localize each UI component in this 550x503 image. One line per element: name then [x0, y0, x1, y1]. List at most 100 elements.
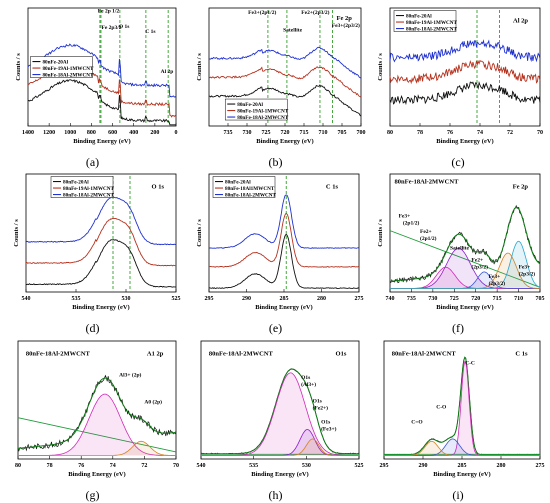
panel-h: 540 535 530 525 Binding Energy (eV) O1s 80nFe-…	[185, 335, 366, 490]
spectrum-series-3	[208, 194, 360, 249]
chart-f: 740 735 730 725 720 715 710 705 Binding Energy (…	[377, 173, 545, 311]
y-axis-label: Counts / s	[13, 219, 20, 247]
x-tick-label: 725	[450, 296, 459, 302]
x-tick-label: 800	[87, 130, 96, 136]
peak-annotation: Fe3+(2p1/2)	[248, 9, 276, 16]
sample-name: 80nFe-18Al-2MWCNT	[392, 350, 457, 357]
x-tick-label: 735	[407, 296, 416, 302]
panel-title: C 1s	[515, 350, 528, 357]
x-axis-label: Binding Energy (eV)	[433, 471, 490, 478]
fit-component-2	[18, 440, 176, 456]
peak-annotation: Fe3+	[399, 214, 411, 220]
y-axis-label: Counts / s	[377, 53, 384, 81]
panel-c: 80 78 76 74 72 70 Binding Energy (eV) Counts / …	[368, 2, 548, 157]
x-tick-label: 720	[471, 296, 480, 302]
spectrum-series-1	[389, 81, 541, 106]
plot-frame	[27, 7, 177, 127]
fit-component-5	[390, 240, 541, 289]
x-tick-label: 290	[419, 463, 428, 469]
spectrum-series-1	[209, 84, 362, 117]
x-tick-label: 710	[319, 130, 328, 136]
y-axis-label: Counts / s	[196, 53, 203, 81]
legend-box	[212, 176, 276, 198]
y-axis-label: Counts / s	[377, 219, 384, 247]
plot-frame	[389, 7, 541, 127]
panel-label-b: (b)	[268, 155, 283, 169]
spectrum-series-1	[25, 239, 177, 288]
panel-title: Fe 2p	[513, 183, 529, 190]
x-tick-label: 275	[355, 296, 364, 302]
fit-component-3	[201, 438, 359, 456]
spectrum-series-2	[25, 217, 177, 267]
peak-annotation: (Fe3+)	[321, 426, 337, 433]
x-axis-label: Binding Energy (eV)	[73, 138, 130, 145]
x-tick-label: 715	[493, 296, 502, 302]
x-axis-label: Binding Energy (eV)	[72, 304, 129, 311]
x-tick-label: 535	[249, 463, 258, 469]
legend-entry: 80nFe-18Al-2MWCNT	[225, 193, 277, 199]
plot-frame	[389, 173, 541, 293]
panel-title: O1s	[336, 350, 347, 357]
panel-f: 740 735 730 725 720 715 710 705 Binding Energy (…	[368, 168, 548, 323]
x-tick-label: 710	[514, 296, 523, 302]
legend: 80nFe-20Al80nFe-19Al-1MWCNT80nFe-18Al-2M…	[50, 176, 115, 199]
chart-d: 540 535 530 525 Binding Energy (eV) Counts / …	[13, 173, 181, 311]
peak-annotation: Fe2+	[420, 229, 432, 235]
peak-annotation: (2p3/2)	[471, 263, 488, 270]
x-axis-label: Binding Energy (eV)	[255, 304, 312, 311]
x-tick-label: 540	[22, 296, 31, 302]
fit-component-3	[384, 440, 540, 456]
x-axis-label: Binding Energy (eV)	[436, 304, 493, 311]
x-tick-label: 730	[428, 296, 437, 302]
peak-annotation: (Al3+)	[301, 381, 316, 388]
x-tick-label: 730	[243, 130, 252, 136]
legend-entry: 80nFe-20Al	[406, 14, 432, 20]
panel-d: 540 535 530 525 Binding Energy (eV) Counts / …	[2, 168, 183, 323]
legend-box	[393, 10, 457, 32]
peak-annotation: (2p3/2)	[489, 280, 506, 287]
x-tick-label: 530	[302, 463, 311, 469]
peak-annotation: Fe3+	[519, 264, 531, 270]
x-tick-label: 275	[536, 463, 545, 469]
legend-entry: 80nFe-18Al-2MWCNT	[237, 115, 289, 121]
fit-component-1	[201, 372, 359, 456]
peak-annotation: Satellite	[450, 246, 469, 252]
x-tick-label: 400	[129, 130, 138, 136]
legend: 80nFe-20Al80nFe-19Al-1MWCNT80nFe-18Al-2M…	[393, 10, 458, 33]
spectrum-series-2	[208, 66, 362, 98]
chart-a: 1400 1200 1000 800 600 400 200 0 Binding Energy …	[15, 7, 178, 145]
chart-b: 735 730 725 720 715 710 705 700 Binding Energy (…	[196, 7, 366, 145]
x-axis-label: Binding Energy (eV)	[68, 471, 125, 478]
peak-annotation: A0 (2p)	[144, 399, 162, 406]
legend-entry: 80nFe-18Al-2MWCNT	[63, 193, 115, 199]
x-tick-label: 525	[355, 463, 364, 469]
legend-entry: 80nFe-19Al-1MWCNT	[42, 66, 94, 72]
legend-entry: 80nFe-18Al-2MWCNT	[42, 73, 94, 79]
spectrum-series-3	[389, 39, 541, 63]
chart-g: 80 78 76 74 72 70 Binding Energy (eV) A1 2p 80nF…	[15, 340, 179, 478]
fit-envelope	[17, 377, 177, 449]
panel-a: 1400 1200 1000 800 600 400 200 0 Binding Energy …	[2, 2, 183, 157]
y-axis-label: Counts / s	[15, 53, 22, 81]
legend-entry: 80nFe-20Al	[225, 180, 251, 186]
panel-g: 80 78 76 74 72 70 Binding Energy (eV) A1 2p 80nF…	[2, 335, 183, 490]
x-tick-label: 530	[122, 296, 131, 302]
panel-label-g: (g)	[85, 488, 100, 502]
x-tick-label: 1000	[64, 130, 76, 136]
peak-annotation: Al 2p	[161, 69, 174, 75]
peak-annotation: O1s	[321, 420, 330, 426]
x-tick-label: 705	[536, 296, 545, 302]
x-tick-label: 295	[380, 463, 389, 469]
chart-h: 540 535 530 525 Binding Energy (eV) O1s 80nFe-…	[197, 340, 364, 478]
x-tick-label: 285	[458, 463, 467, 469]
x-tick-label: 80	[15, 463, 21, 469]
sample-name: 80nFe-18Al-2MWCNT	[209, 350, 274, 357]
fit-envelope	[389, 206, 541, 282]
legend-box	[30, 56, 93, 78]
x-axis-label: Binding Energy (eV)	[256, 138, 313, 145]
peak-annotation: C-O	[436, 404, 447, 410]
peak-annotation: (2p1/2)	[403, 220, 420, 227]
x-axis-label: Binding Energy (eV)	[251, 471, 308, 478]
panel-label-i: (i)	[452, 488, 464, 502]
peak-annotation: O1s	[313, 398, 322, 404]
